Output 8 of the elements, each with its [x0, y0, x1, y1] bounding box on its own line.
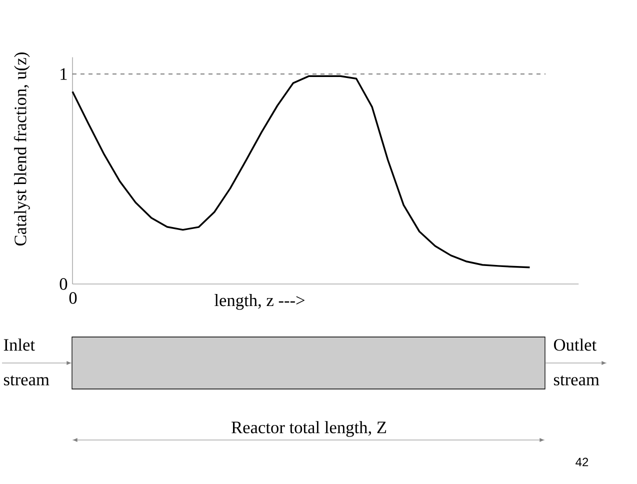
text: Reactor total length, Z: [232, 421, 386, 437]
text: 0: [69, 292, 77, 304]
y-tick-label: 1: [60, 68, 67, 80]
x-axis-title: length, z --->: [214, 294, 305, 310]
y-axis-title: Catalyst blend fraction, u(z): [14, 52, 30, 246]
text: 42: [576, 458, 588, 466]
text: Inlet stream: [4, 338, 50, 386]
text: Outlet stream: [554, 338, 600, 386]
